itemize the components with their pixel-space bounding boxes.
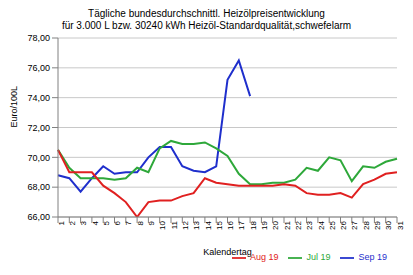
svg-text:30: 30 bbox=[384, 220, 393, 229]
svg-text:4: 4 bbox=[91, 220, 100, 225]
svg-text:18: 18 bbox=[249, 220, 258, 229]
svg-text:78,00: 78,00 bbox=[27, 33, 50, 43]
svg-text:74,00: 74,00 bbox=[27, 93, 50, 103]
svg-text:27: 27 bbox=[350, 220, 359, 229]
svg-text:70,00: 70,00 bbox=[27, 153, 50, 163]
svg-text:Euro/100L: Euro/100L bbox=[9, 86, 19, 128]
svg-text:29: 29 bbox=[373, 220, 382, 229]
html-text:Sep 19: Sep 19 bbox=[358, 252, 387, 263]
svg-text:8: 8 bbox=[136, 220, 145, 225]
svg-text:76,00: 76,00 bbox=[27, 63, 50, 73]
svg-text:68,00: 68,00 bbox=[27, 182, 50, 192]
svg-text:17: 17 bbox=[237, 220, 246, 229]
svg-text:3: 3 bbox=[79, 220, 88, 225]
svg-text:21: 21 bbox=[283, 220, 292, 229]
html-text:Tägliche bundesdurchschnittl.: Tägliche bundesdurchschnittl. Heizölprei… bbox=[88, 8, 325, 19]
svg-text:1: 1 bbox=[57, 220, 66, 225]
svg-text:16: 16 bbox=[226, 220, 235, 229]
svg-text:Kalendertag: Kalendertag bbox=[203, 247, 252, 257]
svg-text:14: 14 bbox=[204, 220, 213, 229]
svg-text:10: 10 bbox=[158, 220, 167, 229]
svg-text:66,00: 66,00 bbox=[27, 212, 50, 222]
svg-text:22: 22 bbox=[294, 220, 303, 229]
svg-text:26: 26 bbox=[339, 220, 348, 229]
svg-text:15: 15 bbox=[215, 220, 224, 229]
svg-text:25: 25 bbox=[328, 220, 337, 229]
svg-text:5: 5 bbox=[102, 220, 111, 225]
svg-text:19: 19 bbox=[260, 220, 269, 229]
svg-text:23: 23 bbox=[305, 220, 314, 229]
svg-text:6: 6 bbox=[113, 220, 122, 225]
svg-text:13: 13 bbox=[192, 220, 201, 229]
svg-text:20: 20 bbox=[271, 220, 280, 229]
html-text:für 3.000 L bzw. 30240 kWh Hei: für 3.000 L bzw. 30240 kWh Heizöl-Standa… bbox=[61, 20, 352, 31]
svg-text:12: 12 bbox=[181, 220, 190, 229]
html-text:Aug 19: Aug 19 bbox=[249, 252, 279, 263]
html-text:Jul 19: Jul 19 bbox=[306, 252, 331, 263]
svg-text:72,00: 72,00 bbox=[27, 123, 50, 133]
svg-text:2: 2 bbox=[68, 220, 77, 225]
svg-text:24: 24 bbox=[317, 220, 326, 229]
svg-text:7: 7 bbox=[124, 220, 133, 225]
svg-text:9: 9 bbox=[147, 220, 156, 225]
svg-text:11: 11 bbox=[170, 220, 179, 229]
svg-text:28: 28 bbox=[362, 220, 371, 229]
svg-text:31: 31 bbox=[396, 220, 405, 229]
